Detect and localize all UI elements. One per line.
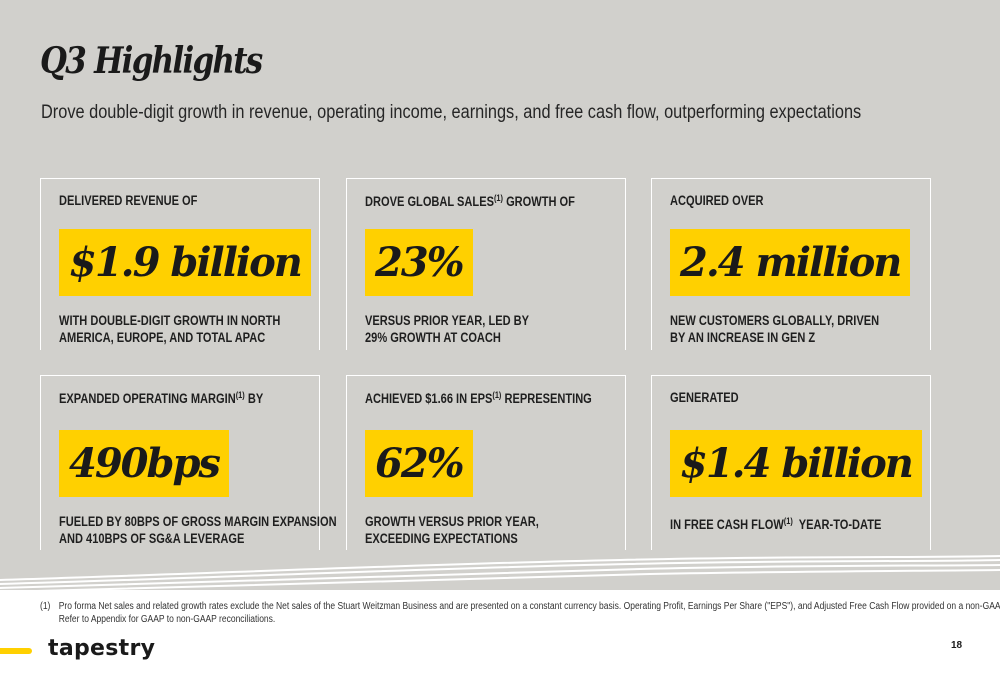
big-value: 490bps — [69, 439, 221, 487]
description-line: NEW CUSTOMERS GLOBALLY, DRIVEN — [670, 313, 880, 328]
label-text: GROWTH OF — [502, 194, 575, 209]
card-global-sales: DROVE GLOBAL SALES(1) GROWTH OF 23% VERS… — [346, 178, 626, 350]
footnote-text: Refer to Appendix for GAAP to non-GAAP r… — [58, 614, 276, 625]
card-label: DROVE GLOBAL SALES(1) GROWTH OF — [365, 193, 575, 209]
footnote-ref: (1) — [492, 390, 502, 400]
footnote-marker: (1) — [40, 601, 51, 612]
card-free-cash-flow: GENERATED $1.4 billion IN FREE CASH FLOW… — [651, 375, 931, 550]
footnote-ref: (1) — [235, 390, 245, 400]
card-operating-margin: EXPANDED OPERATING MARGIN(1) BY 490bps F… — [40, 375, 337, 550]
description-line: FUELED BY 80BPS OF GROSS MARGIN EXPANSIO… — [59, 514, 337, 529]
page-title: Q3 Highlights — [40, 40, 263, 82]
card-description: GROWTH VERSUS PRIOR YEAR, EXCEEDING EXPE… — [365, 513, 627, 547]
description-text: YEAR-TO-DATE — [792, 517, 882, 532]
description-line: 29% GROWTH AT COACH — [365, 330, 501, 345]
big-value: 23% — [375, 238, 465, 286]
description-line: AND 410BPS OF SG&A LEVERAGE — [59, 531, 245, 546]
description-line: EXCEEDING EXPECTATIONS — [365, 531, 518, 546]
card-label: ACHIEVED $1.66 IN EPS(1) REPRESENTING — [365, 390, 592, 406]
description-line: GROWTH VERSUS PRIOR YEAR, — [365, 514, 539, 529]
label-text: DROVE GLOBAL SALES — [365, 194, 494, 209]
decorative-waves — [0, 555, 1000, 593]
big-value: $1.4 billion — [680, 439, 914, 487]
card-description: IN FREE CASH FLOW(1) YEAR-TO-DATE — [670, 513, 932, 533]
bottom-white-area — [0, 590, 1000, 685]
footnote-ref: (1) — [493, 193, 503, 203]
description-line: VERSUS PRIOR YEAR, LED BY — [365, 313, 530, 328]
wave-line — [0, 559, 1000, 585]
footnote-text: Pro forma Net sales and related growth r… — [58, 601, 1000, 612]
highlight-box: 2.4 million — [670, 229, 911, 296]
card-label: GENERATED — [670, 390, 739, 405]
description-line: IN FREE CASH FLOW(1) YEAR-TO-DATE — [670, 513, 932, 533]
page-number: 18 — [951, 640, 963, 651]
description-line: WITH DOUBLE-DIGIT GROWTH IN NORTH — [59, 313, 281, 328]
wave-line — [0, 555, 1000, 581]
footnote-ref: (1) — [783, 516, 793, 526]
big-value: 62% — [375, 439, 465, 487]
card-customers: ACQUIRED OVER 2.4 million NEW CUSTOMERS … — [651, 178, 931, 350]
footnote: (1) Pro forma Net sales and related growt… — [40, 600, 1000, 626]
wave-line — [0, 564, 1000, 589]
description-text: IN FREE CASH FLOW — [670, 517, 784, 532]
highlight-box: 490bps — [59, 430, 229, 497]
card-description: FUELED BY 80BPS OF GROSS MARGIN EXPANSIO… — [59, 513, 337, 547]
description-line: BY AN INCREASE IN GEN Z — [670, 330, 816, 345]
card-label: EXPANDED OPERATING MARGIN(1) BY — [59, 390, 263, 406]
card-eps: ACHIEVED $1.66 IN EPS(1) REPRESENTING 62… — [346, 375, 626, 550]
highlight-box: $1.9 billion — [59, 229, 311, 296]
big-value: 2.4 million — [680, 238, 902, 286]
brand-accent-bar — [0, 648, 32, 654]
label-text: EXPANDED OPERATING MARGIN — [59, 391, 236, 406]
card-description: WITH DOUBLE-DIGIT GROWTH IN NORTH AMERIC… — [59, 312, 321, 346]
card-description: NEW CUSTOMERS GLOBALLY, DRIVEN BY AN INC… — [670, 312, 932, 346]
description-line: AMERICA, EUROPE, AND TOTAL APAC — [59, 330, 266, 345]
label-text: ACHIEVED $1.66 IN EPS — [365, 391, 493, 406]
highlight-box: 62% — [365, 430, 473, 497]
label-text: BY — [244, 391, 264, 406]
card-label: ACQUIRED OVER — [670, 193, 764, 208]
wave-line — [0, 569, 1000, 593]
highlight-box: 23% — [365, 229, 473, 296]
card-label: DELIVERED REVENUE OF — [59, 193, 198, 208]
tapestry-logo: tapestry — [48, 636, 156, 661]
highlight-box: $1.4 billion — [670, 430, 922, 497]
card-revenue: DELIVERED REVENUE OF $1.9 billion WITH D… — [40, 178, 320, 350]
big-value: $1.9 billion — [69, 238, 303, 286]
page-subtitle: Drove double-digit growth in revenue, op… — [41, 102, 862, 123]
card-description: VERSUS PRIOR YEAR, LED BY 29% GROWTH AT … — [365, 312, 627, 346]
label-text: REPRESENTING — [501, 391, 592, 406]
